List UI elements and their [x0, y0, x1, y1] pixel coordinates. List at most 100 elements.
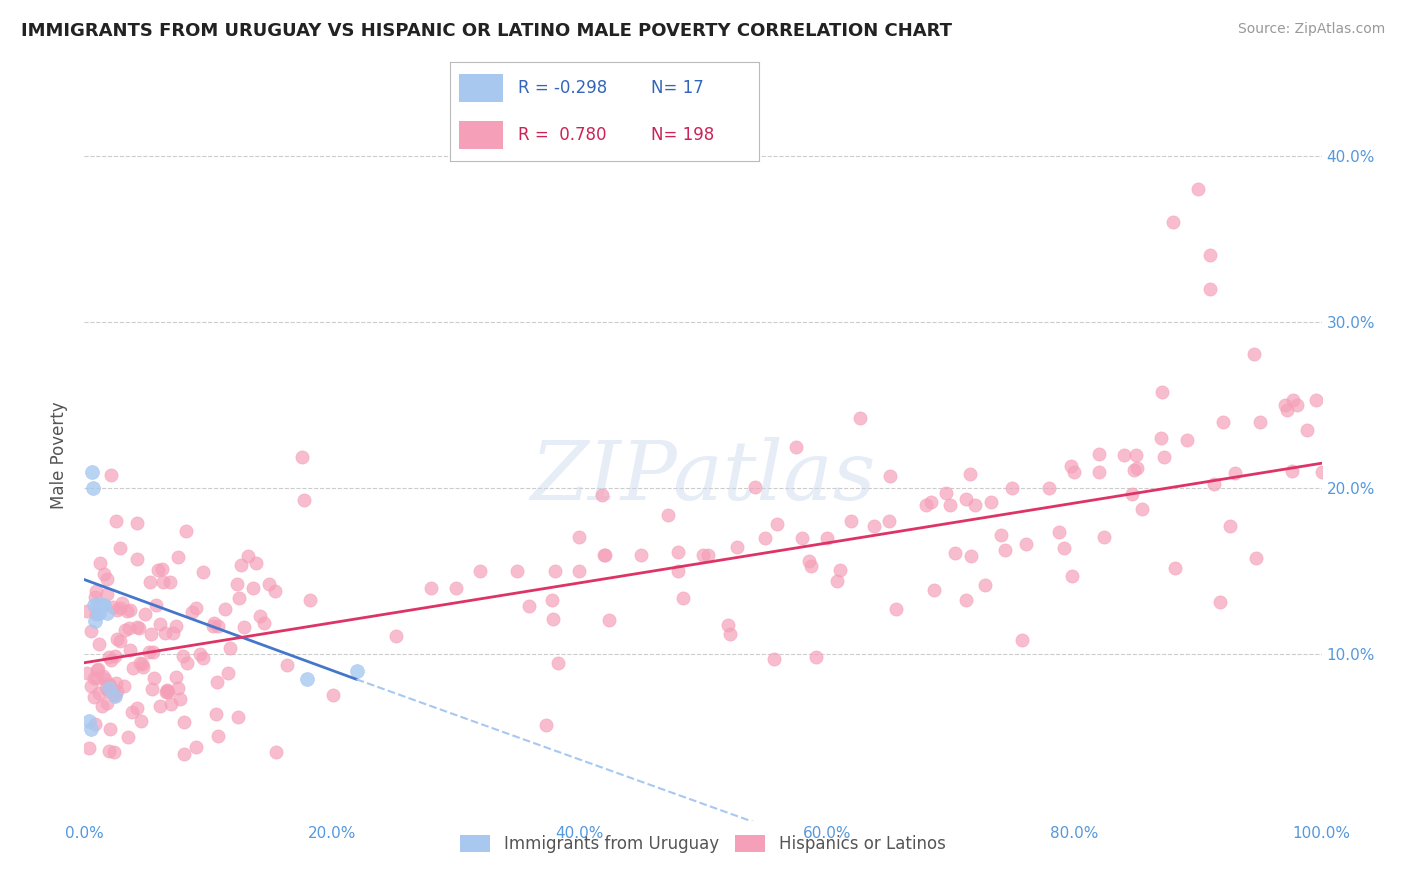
Point — [160, 698, 183, 712]
Y-axis label: Male Poverty: Male Poverty — [51, 401, 69, 508]
Point — [159, 574, 181, 589]
Point — [121, 705, 143, 719]
Point — [173, 747, 195, 761]
Point — [100, 468, 122, 483]
Point — [103, 745, 125, 759]
Point — [91, 699, 114, 714]
Point — [1249, 415, 1271, 429]
Point — [1088, 465, 1111, 479]
Point — [322, 688, 344, 702]
Point — [172, 649, 194, 664]
Point — [107, 684, 129, 698]
Point — [84, 717, 107, 731]
Point — [1153, 450, 1175, 464]
Point — [98, 744, 121, 758]
Point — [249, 609, 271, 624]
Point — [1244, 551, 1267, 566]
Point — [166, 550, 188, 565]
Point — [955, 491, 977, 506]
Point — [226, 577, 249, 591]
Point — [173, 715, 195, 730]
Point — [1001, 481, 1024, 495]
Point — [806, 650, 828, 665]
Point — [129, 657, 152, 671]
Point — [1053, 541, 1076, 555]
Point — [166, 681, 188, 695]
Point — [960, 549, 983, 564]
Point — [1150, 431, 1173, 445]
Point — [217, 666, 239, 681]
Point — [841, 515, 863, 529]
Point — [91, 669, 114, 683]
Point — [914, 498, 936, 512]
Point — [96, 681, 118, 695]
Point — [125, 551, 148, 566]
Point — [84, 614, 107, 628]
Point — [1060, 569, 1083, 583]
Point — [104, 689, 127, 703]
Point — [543, 564, 565, 578]
Point — [104, 688, 127, 702]
Point — [149, 698, 172, 713]
Point — [87, 606, 110, 620]
Point — [717, 618, 740, 632]
Point — [766, 517, 789, 532]
Point — [86, 671, 108, 685]
Point — [204, 706, 226, 721]
Point — [94, 672, 117, 686]
Point — [79, 714, 101, 728]
Point — [91, 598, 114, 612]
Point — [139, 627, 162, 641]
Point — [292, 493, 315, 508]
Point — [295, 673, 318, 687]
Point — [506, 564, 529, 578]
Point — [83, 590, 105, 604]
Point — [229, 558, 252, 572]
Point — [965, 498, 987, 512]
Point — [1125, 448, 1147, 462]
Point — [96, 587, 118, 601]
Point — [718, 626, 741, 640]
Point — [82, 481, 104, 495]
Point — [97, 649, 120, 664]
Point — [939, 498, 962, 512]
Point — [922, 582, 945, 597]
Point — [162, 626, 184, 640]
Point — [101, 600, 124, 615]
Point — [630, 548, 652, 562]
Point — [105, 603, 128, 617]
Point — [76, 604, 98, 618]
Bar — [460, 121, 502, 149]
Point — [1163, 560, 1185, 574]
Point — [568, 564, 591, 578]
Legend: Immigrants from Uruguay, Hispanics or Latinos: Immigrants from Uruguay, Hispanics or La… — [454, 829, 952, 860]
Point — [257, 577, 280, 591]
Point — [104, 648, 127, 663]
Text: N= 17: N= 17 — [651, 79, 704, 97]
Point — [155, 682, 177, 697]
Point — [1305, 392, 1327, 407]
Point — [1204, 477, 1226, 491]
Point — [138, 645, 160, 659]
Point — [226, 709, 249, 723]
Point — [666, 545, 689, 559]
Point — [112, 679, 135, 693]
Point — [1282, 392, 1305, 407]
Point — [96, 696, 118, 710]
Point — [131, 657, 153, 672]
Point — [828, 563, 851, 577]
Point — [1295, 423, 1317, 437]
Point — [920, 495, 942, 509]
Point — [959, 467, 981, 482]
Point — [994, 543, 1017, 558]
Point — [346, 664, 368, 678]
Point — [291, 450, 314, 465]
Point — [108, 541, 131, 556]
Point — [1199, 248, 1222, 262]
Point — [849, 411, 872, 425]
Point — [100, 653, 122, 667]
Point — [974, 578, 997, 592]
Point — [79, 679, 101, 693]
Point — [598, 613, 620, 627]
Point — [110, 634, 132, 648]
